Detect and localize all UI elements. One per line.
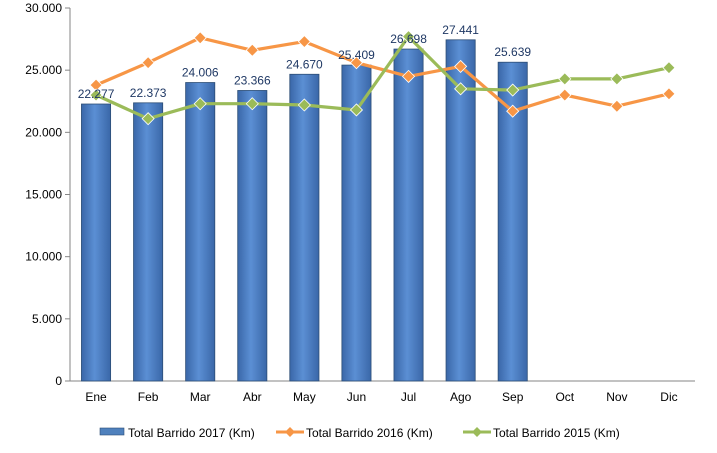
bar-data-label: 23.366	[234, 73, 271, 87]
x-tick-label: Ago	[450, 390, 472, 404]
y-tick-label: 0	[55, 374, 62, 388]
line-marker	[506, 83, 520, 97]
line-marker	[89, 88, 103, 102]
line-marker	[141, 56, 155, 70]
bar	[185, 82, 216, 382]
line-marker	[349, 56, 364, 70]
bar-data-label: 25.639	[494, 45, 531, 59]
x-tick-label: Dic	[660, 390, 677, 404]
y-tick-label: 20.000	[25, 125, 62, 139]
line-marker	[454, 59, 468, 74]
y-tick-label: 5.000	[32, 312, 62, 326]
x-tick-label: Feb	[138, 390, 159, 404]
x-tick-label: May	[293, 390, 316, 404]
bar	[81, 103, 112, 382]
line-marker	[141, 112, 155, 126]
line-marker	[297, 35, 311, 49]
x-tick-label: Sep	[502, 390, 524, 404]
bar-data-label: 24.670	[286, 57, 323, 71]
line-marker	[349, 103, 364, 117]
legend-label: Total Barrido 2015 (Km)	[493, 426, 620, 440]
x-tick-label: Ene	[85, 390, 107, 404]
line-marker	[610, 72, 624, 86]
x-tick-label: Abr	[243, 390, 262, 404]
legend-label: Total Barrido 2016 (Km)	[306, 426, 433, 440]
line-marker	[193, 97, 207, 111]
line-marker	[245, 97, 259, 111]
legend: Total Barrido 2017 (Km) Total Barrido 201…	[99, 426, 620, 440]
line-series	[89, 30, 676, 126]
line-marker	[401, 30, 416, 44]
y-tick-label: 10.000	[25, 250, 62, 264]
data-labels: 22.277 22.373 24.006 23.366 24.670 25.409 26.6…	[78, 23, 532, 101]
legend-swatch-bar	[99, 427, 125, 436]
legend-label: Total Barrido 2017 (Km)	[128, 426, 255, 440]
bar-data-label: 27.441	[442, 23, 479, 37]
y-tick-label: 15.000	[25, 188, 62, 202]
bar-series	[81, 39, 528, 382]
legend-marker	[472, 427, 482, 437]
bar	[289, 73, 320, 382]
bar	[237, 90, 268, 382]
bar-data-label: 24.006	[182, 66, 219, 80]
bar	[133, 102, 164, 382]
line-marker	[662, 87, 676, 101]
line-marker	[662, 61, 676, 75]
line-marker	[558, 72, 572, 86]
bar-data-label: 26.698	[390, 32, 427, 46]
bar	[341, 64, 372, 382]
line-series-path	[95, 34, 670, 121]
line-marker	[401, 69, 416, 83]
x-tick-label: Mar	[190, 390, 211, 404]
axes: 0 5.000 10.000 15.000 20.000 25.000 30.000 Ene F…	[25, 1, 695, 404]
y-tick-label: 30.000	[25, 1, 62, 15]
bar-data-label: 22.373	[130, 86, 167, 100]
x-tick-label: Jul	[401, 390, 416, 404]
line-marker	[245, 43, 259, 57]
line-marker	[454, 82, 468, 96]
x-tick-label: Nov	[606, 390, 627, 404]
y-tick-label: 25.000	[25, 63, 62, 77]
bar-data-label: 22.277	[78, 87, 115, 101]
x-tick-label: Jun	[347, 390, 366, 404]
line-marker	[610, 99, 624, 113]
line-marker	[558, 88, 572, 102]
bar	[445, 39, 476, 382]
line-marker	[297, 98, 311, 112]
bar-data-label: 25.409	[338, 48, 375, 62]
x-tick-label: Oct	[555, 390, 574, 404]
legend-marker	[285, 427, 295, 437]
bar	[393, 48, 424, 382]
line-marker	[193, 31, 207, 45]
line-marker	[506, 104, 520, 118]
line-series-path	[95, 36, 670, 113]
